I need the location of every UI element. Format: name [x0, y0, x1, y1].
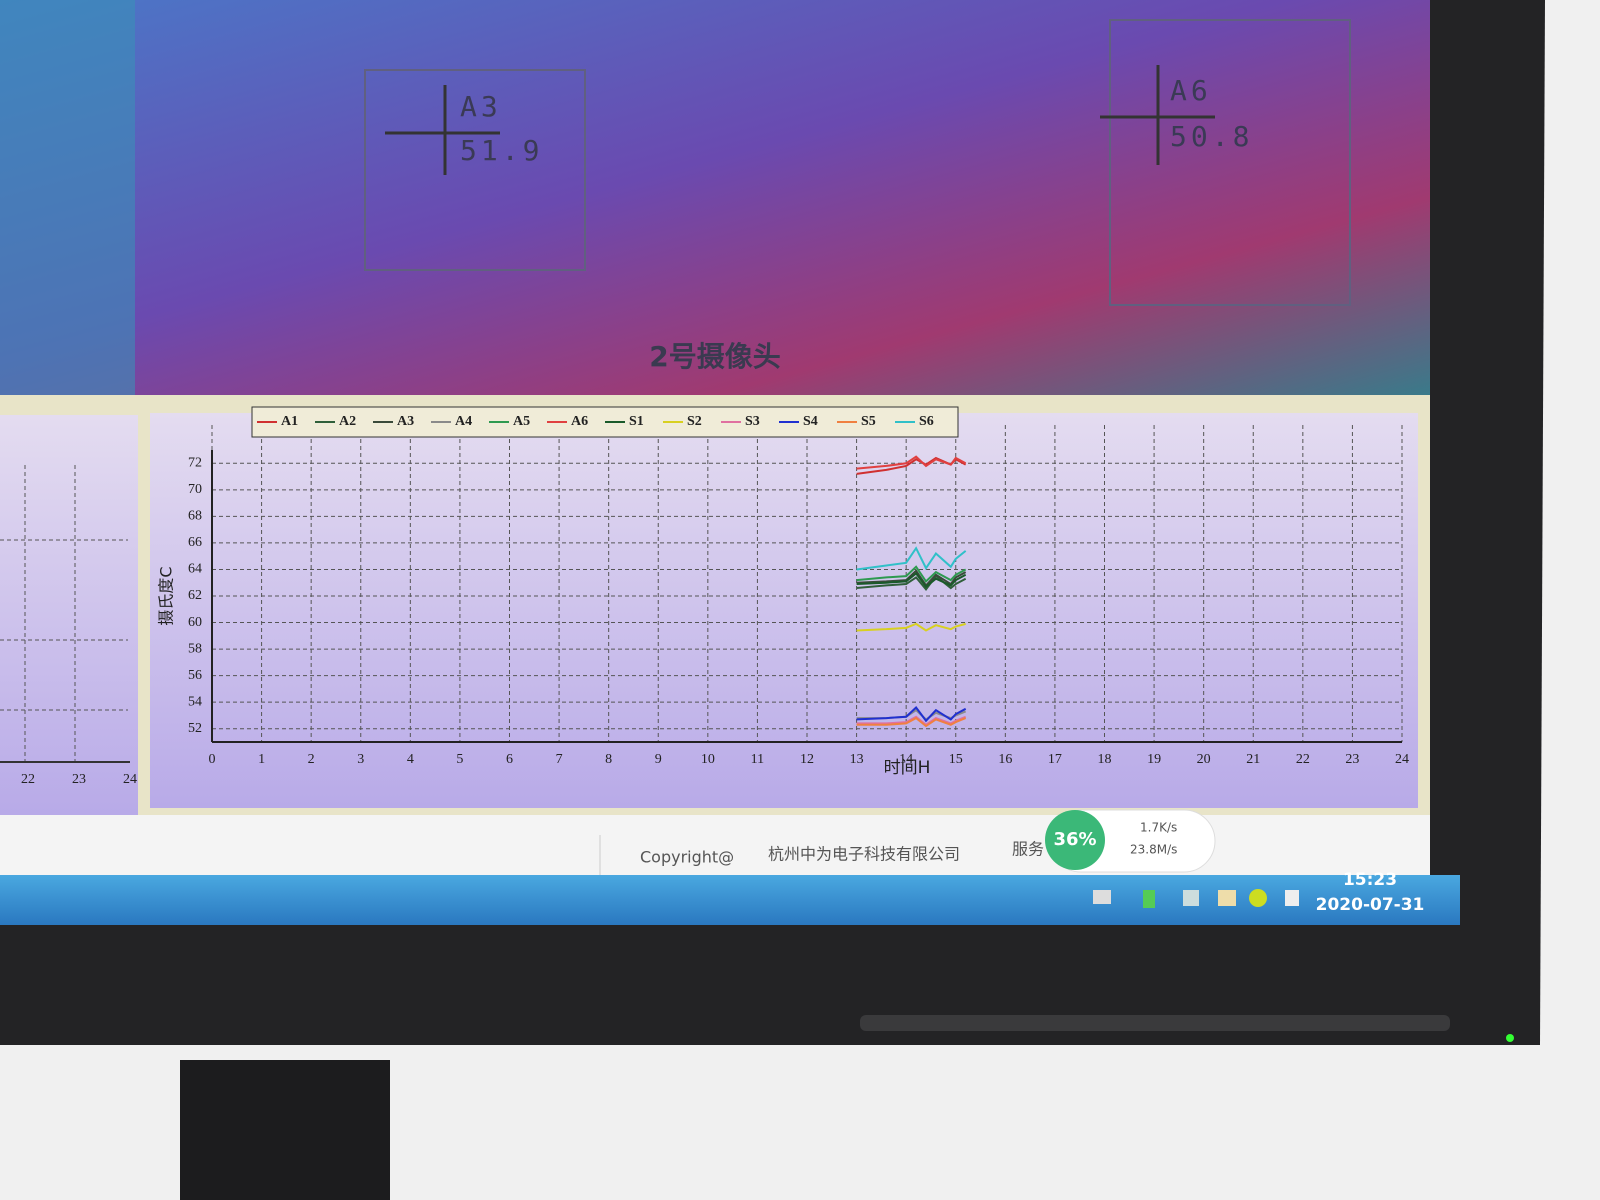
buttons	[860, 1015, 1450, 1031]
y-tick-label: 64	[188, 562, 202, 577]
camera-view	[0, 0, 1430, 395]
x-tick-label: 14	[899, 752, 913, 767]
left-chart	[0, 415, 138, 815]
left-grid	[0, 465, 128, 762]
x-tick-label: 8	[605, 752, 612, 767]
x-tick-label: 22	[1296, 752, 1310, 767]
series-line	[856, 622, 966, 632]
series-line	[856, 546, 967, 571]
x-tick-label: 23	[1345, 752, 1359, 767]
series-line	[856, 716, 967, 728]
legend-label: S4	[803, 414, 818, 429]
y-tick-label: 62	[188, 588, 202, 603]
series-line	[856, 705, 967, 723]
x-tick-label: 5	[456, 752, 463, 767]
series-line	[856, 715, 967, 726]
left-x-tick-label: 22	[21, 772, 35, 787]
x-tick-label: 1	[258, 752, 265, 767]
legend-label: S6	[919, 414, 934, 429]
taskbar	[0, 875, 1460, 925]
roi-box	[1109, 19, 1351, 306]
legend-label: A6	[571, 414, 588, 429]
x-tick-label: 6	[506, 752, 513, 767]
company: 杭州中为电子科技有限公司	[768, 845, 960, 864]
roi-value: 50.8	[1170, 120, 1253, 153]
power-led	[1506, 1034, 1514, 1042]
camera-title: 2号摄像头	[649, 340, 780, 373]
x-tick-label: 18	[1098, 752, 1112, 767]
y-tick-label: 60	[188, 615, 202, 630]
chart-panel	[150, 413, 1418, 808]
x-tick-label: 3	[357, 752, 364, 767]
y-tick-label: 56	[188, 668, 202, 683]
camera-left	[0, 0, 135, 395]
x-tick-label: 2	[308, 752, 315, 767]
y-tick-label: 52	[188, 721, 202, 736]
series-line	[856, 565, 967, 583]
series-line	[856, 574, 967, 591]
series-line	[856, 572, 967, 589]
service: 服务	[1012, 840, 1044, 859]
x-tick-label: 20	[1197, 752, 1211, 767]
legend-label: S2	[687, 414, 702, 429]
legend-label: A3	[397, 414, 414, 429]
memory-percent: 36%	[1053, 829, 1096, 850]
x-tick-label: 17	[1048, 752, 1062, 767]
x-tick-label: 15	[949, 752, 963, 767]
y-tick-label: 58	[188, 641, 202, 656]
stand	[180, 1060, 390, 1200]
legend-label: A1	[281, 414, 298, 429]
x-axis-label: 时间H	[884, 758, 931, 778]
roi-label: A3	[460, 90, 502, 123]
left-x-tick-label: 23	[72, 772, 86, 787]
x-tick-label: 9	[655, 752, 662, 767]
roi-box	[364, 69, 586, 271]
y-tick-label: 70	[188, 482, 202, 497]
legend-label: A4	[455, 414, 472, 429]
upload-speed: 1.7K/s	[1140, 821, 1177, 835]
tray-icons[interactable]	[1093, 889, 1299, 908]
copyright: Copyright@	[640, 848, 734, 867]
legend-label: S5	[861, 414, 876, 429]
y-tick-label: 68	[188, 509, 202, 524]
x-tick-label: 13	[850, 752, 864, 767]
download-speed: 23.8M/s	[1130, 843, 1177, 857]
roi-value: 51.9	[460, 134, 543, 167]
x-tick-label: 7	[556, 752, 563, 767]
y-tick-label: 54	[188, 694, 202, 709]
x-tick-label: 24	[1395, 752, 1409, 767]
legend-label: S1	[629, 414, 644, 429]
x-tick-label: 19	[1147, 752, 1161, 767]
clock-time: 15:23	[1343, 870, 1397, 890]
clock-date: 2020-07-31	[1316, 895, 1425, 915]
series-line	[856, 455, 967, 470]
x-tick-label: 0	[209, 752, 216, 767]
y-axis-label: 摄氏度C	[157, 566, 176, 625]
y-tick-label: 72	[188, 455, 202, 470]
y-tick-label: 66	[188, 535, 202, 550]
legend-label: A2	[339, 414, 356, 429]
x-tick-label: 16	[998, 752, 1012, 767]
legend-label: A5	[513, 414, 530, 429]
speed-ball[interactable]	[1045, 810, 1105, 870]
roi-label: A6	[1170, 74, 1212, 107]
legend-label: S3	[745, 414, 760, 429]
x-tick-label: 12	[800, 752, 814, 767]
x-tick-label: 11	[751, 752, 764, 767]
left-x-tick-label: 24	[123, 772, 137, 787]
x-tick-label: 4	[407, 752, 414, 767]
x-tick-label: 21	[1246, 752, 1260, 767]
x-tick-label: 10	[701, 752, 715, 767]
